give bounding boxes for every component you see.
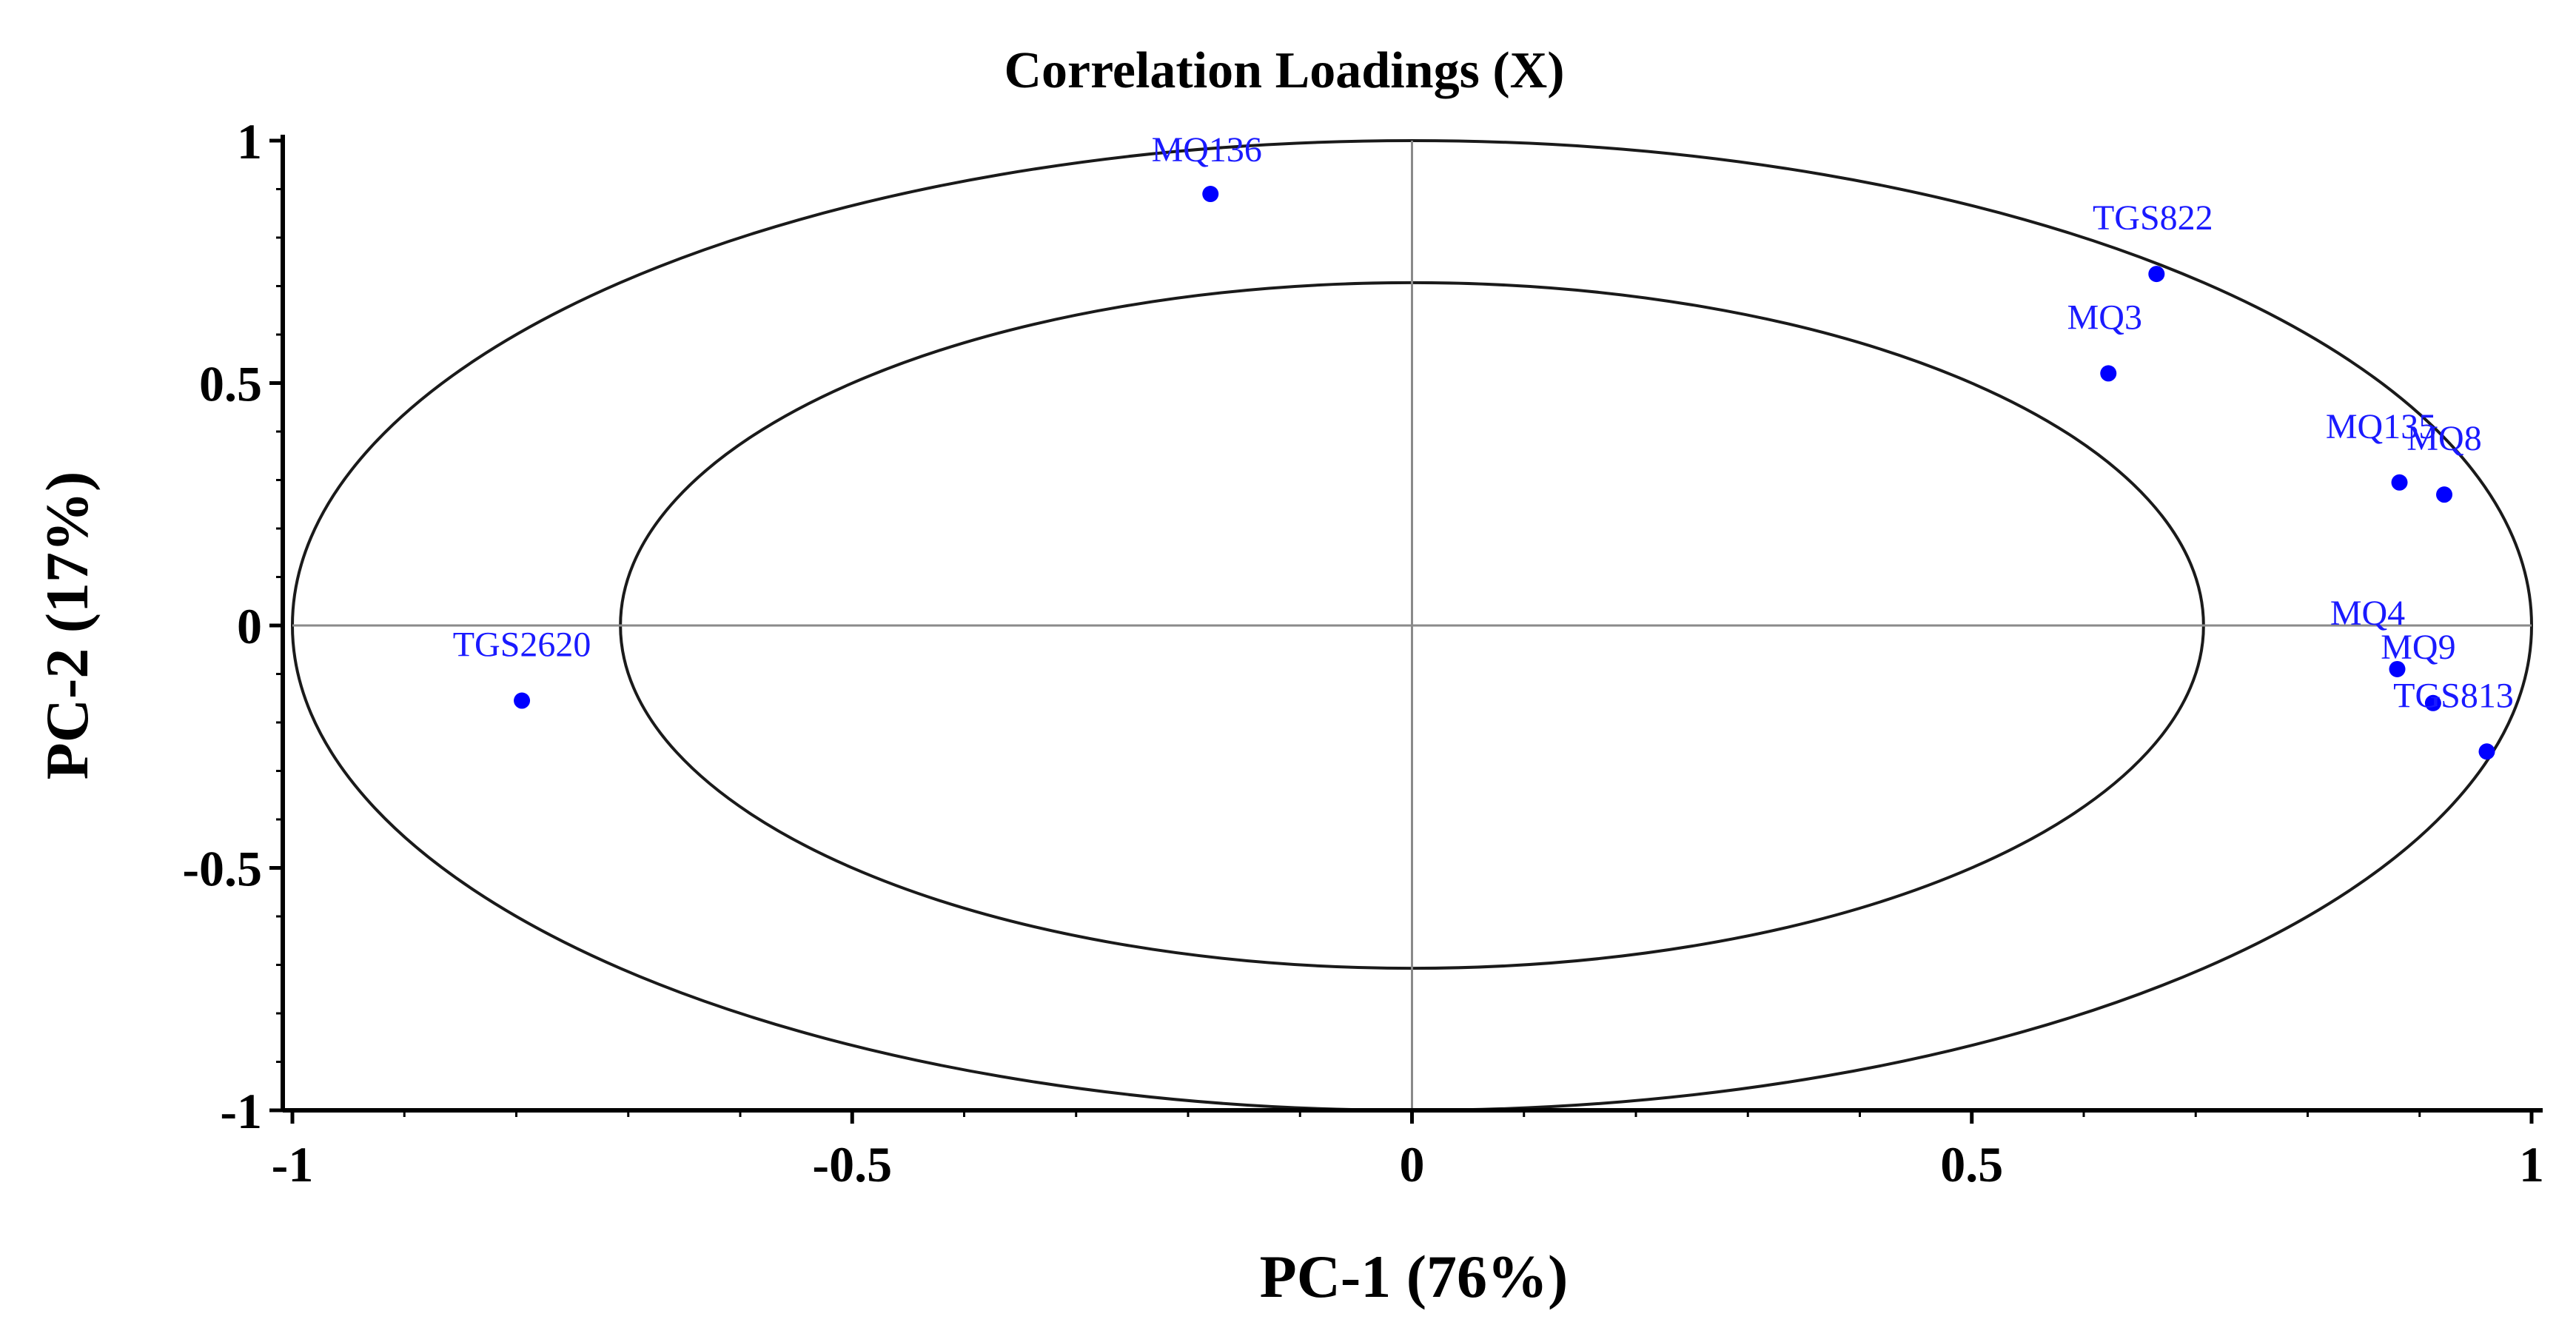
y-tick-label: -0.5 <box>182 841 262 897</box>
y-tick-label: -1 <box>220 1083 262 1139</box>
point-label-mq9: MQ9 <box>2381 628 2455 667</box>
ticks-layer: -1 -0.5 0 0.5 1 -1 -0.5 0 0.5 1 <box>182 113 2544 1192</box>
x-tick-label: 0 <box>1400 1136 1425 1192</box>
point-tgs813 <box>2478 743 2495 760</box>
point-mq135 <box>2391 474 2408 491</box>
x-tick-label: -1 <box>272 1136 314 1192</box>
y-axis-title: PC-2 (17%) <box>33 472 101 780</box>
point-label-mq4: MQ4 <box>2330 594 2405 633</box>
point-label-tgs813: TGS813 <box>2393 676 2514 715</box>
reference-lines-layer <box>292 141 2532 1110</box>
chart-title: Correlation Loadings (X) <box>1004 42 1564 99</box>
point-tgs822 <box>2148 266 2165 283</box>
y-tick-label: 0.5 <box>199 356 262 412</box>
point-mq136 <box>1202 186 1219 203</box>
point-mq4 <box>2389 660 2406 677</box>
x-tick-label: -0.5 <box>812 1136 892 1192</box>
point-label-mq3: MQ3 <box>2067 298 2142 337</box>
point-mq3 <box>2100 365 2117 382</box>
points-layer <box>514 186 2495 760</box>
y-tick-label: 1 <box>237 113 262 170</box>
y-tick-label: 0 <box>237 598 262 654</box>
point-label-mq135: MQ135 <box>2326 407 2436 446</box>
point-mq8 <box>2436 486 2453 503</box>
point-mq9 <box>2424 694 2441 711</box>
x-axis-title: PC-1 (76%) <box>1260 1243 1569 1310</box>
point-label-mq8: MQ8 <box>2406 419 2481 458</box>
x-tick-label: 0.5 <box>1940 1136 2003 1192</box>
point-label-tgs2620: TGS2620 <box>453 625 591 665</box>
point-label-tgs822: TGS822 <box>2093 198 2213 238</box>
point-tgs2620 <box>514 692 531 709</box>
x-tick-label: 1 <box>2519 1136 2544 1192</box>
point-label-mq136: MQ136 <box>1152 130 1262 170</box>
